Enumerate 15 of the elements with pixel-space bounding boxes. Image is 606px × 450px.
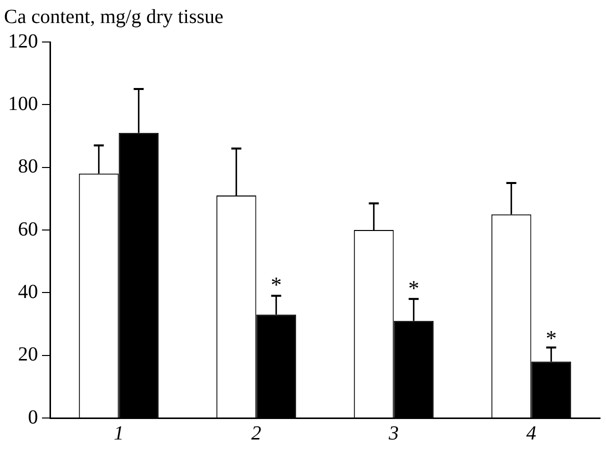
annotation: * <box>270 272 282 298</box>
y-tick-label: 0 <box>28 406 38 428</box>
y-tick-label: 120 <box>8 30 38 52</box>
y-tick-label: 100 <box>8 92 38 115</box>
y-tick-label: 60 <box>18 218 38 240</box>
y-tick-label: 80 <box>18 156 38 178</box>
y-tick-label: 20 <box>18 344 38 366</box>
x-tick-label: 3 <box>388 422 399 444</box>
x-tick-label: 1 <box>114 422 124 444</box>
y-tick-label: 40 <box>18 280 38 303</box>
x-tick-label: 4 <box>526 422 536 444</box>
x-tick-label: 2 <box>251 422 262 444</box>
y-axis-title: Ca content, mg/g dry tissue <box>4 6 224 29</box>
annotation: * <box>546 325 557 350</box>
annotation: * <box>408 275 420 300</box>
